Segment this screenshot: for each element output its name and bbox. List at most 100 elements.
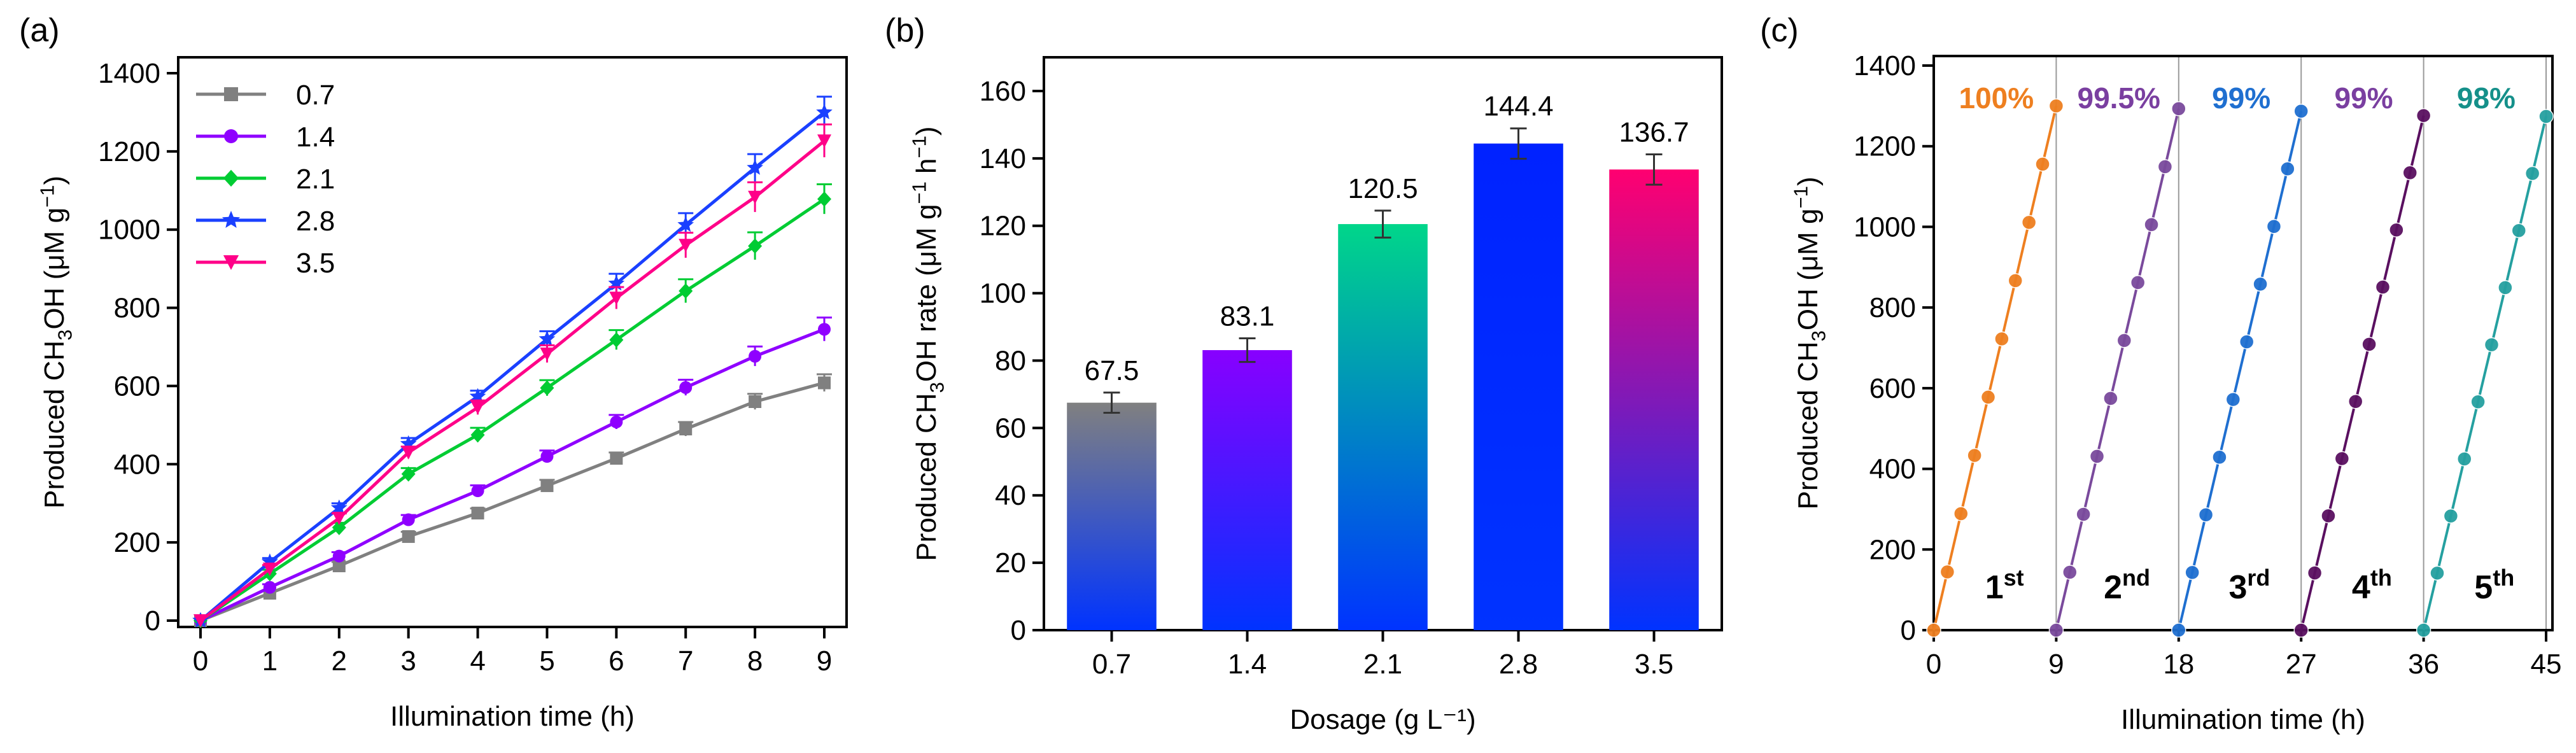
panel-b-ylabel-part: 3 [926,382,948,393]
panel-a-series-2.8-point [538,330,556,346]
panel-c-xtick-label: 18 [2163,649,2194,680]
panel-a-ytick-label: 0 [145,605,160,637]
panel-a-ytick-label: 800 [114,293,160,324]
panel-a-series-3.5-point [748,190,763,204]
panel-c-cycle-1-point [1980,390,1996,405]
panel-a-ytick-label: 1000 [98,215,160,246]
panel-a-series-0.7-point [471,507,484,520]
panel-a-series-3.5-point [262,562,277,576]
panel-a-series-3.5-line [199,139,826,623]
panel-c-cycle-label: 1st [1985,565,2024,606]
panel-c-xtick-label: 36 [2408,649,2439,680]
panel-a-ytick-label: 400 [114,449,160,480]
panel-b-ylabel: Produced CH3OH rate (μM g−1 h−1) [908,126,948,561]
panel-a-ylabel-part: 3 [53,330,76,341]
panel-c-cycle-suffix: th [2493,565,2514,591]
panel-c-ytick-label: 1200 [1854,131,1916,162]
panel-c-cycle-5-point [2511,223,2526,238]
panel-b-data-label: 67.5 [1085,355,1139,386]
panel-c-cycle-3-line [2177,111,2303,631]
panel-a-legend-label: 0.7 [296,80,335,111]
panel-a-series-2.1-point [332,519,346,535]
panel-a-series-2.8-point [747,159,763,175]
panel-b-ylabel-part: Produced CH [911,393,942,561]
panel-a-series-0.7-point [679,423,693,435]
panel-c-cycle-3-point [2185,565,2200,581]
panel-c-xtick-label: 0 [1926,649,1941,680]
panel-a-series-1.4-point [471,484,484,498]
panel-c-cycle-3-point [2225,391,2241,407]
panel-a-legend-marker [223,255,239,271]
panel-a-series-3.5-point [609,292,624,306]
panel-a-label: (a) [19,12,60,49]
panel-b-ylabel-part: −1 [908,136,931,158]
panel-c-cycle-suffix: nd [2122,565,2150,591]
panel-c-ylabel-part: OH (μM g [1792,209,1824,331]
panel-a-series-2.1-point [679,283,693,299]
panel-a-series-3.5-point [540,348,554,362]
panel-b-bar-2.8 [1474,143,1563,630]
panel-c-cycle-3-point [2253,276,2268,292]
panel-a-legend-label: 2.1 [296,164,335,195]
panel-a-xtick-label: 1 [262,645,278,677]
panel-c-cycle-4-point [2347,393,2363,409]
panel-a-series-2.8-line [199,111,826,622]
panel-c-cycle-label: 3rd [2229,565,2270,606]
panel-a-series-1.4-point [332,549,346,563]
panel-a-series-2.1-point [609,332,624,348]
panel-a-series-0.7-point [402,530,415,543]
panel-b-ytick-label: 100 [980,278,1026,309]
panel-a-series-1.4-point [749,349,762,363]
panel-a-series-2.1-point [817,191,831,207]
panel-c-cycle-1-point [2008,273,2023,288]
panel-c-cycle-suffix: th [2370,565,2392,591]
panel-a-series-3.5-point [679,239,693,253]
panel-b: (b) 0 20 40 60 80 100 120 140 160 0.7 67.5 1.4 83.1 2.… [885,12,1723,735]
panel-b-ytick-label: 0 [1011,615,1026,646]
panel-c-cycle-5-line [2422,116,2547,631]
panel-c-ylabel-part: ) [1792,177,1824,186]
panel-a-series-2.8-point [330,499,348,515]
panel-b-ylabel-part: OH rate (μM g [911,204,942,383]
panel-c-cycle-2-point [2130,275,2146,290]
panel-a-xtick-label: 3 [400,645,416,677]
panel-c-cycle-1-point [1967,447,1982,463]
panel-a-series-1.4-line [199,328,825,623]
panel-c-retention-label: 99.5% [2078,81,2160,115]
panel-a-series-3.5-point [817,134,831,148]
panel-a-legend-label: 2.8 [296,206,335,237]
panel-b-ylabel-part: ) [911,126,942,136]
panel-a-series-2.1-point [540,380,554,396]
panel-a-ytick-label: 1400 [98,58,160,89]
panel-c-ytick-label: 1400 [1854,50,1916,81]
panel-a-series-1.4-point [610,415,623,428]
panel-a-series-2.8-point [677,216,694,232]
panel-c-ylabel-part: Produced CH [1792,341,1824,509]
panel-b-ytick-label: 120 [980,211,1026,242]
panel-c-ylabel-part: 3 [1807,330,1829,341]
panel-b-data-label: 144.4 [1483,91,1553,122]
panel-c-cycle-4-point [2389,222,2404,237]
panel-c-retention-label: 98% [2457,81,2516,115]
panel-c-cycle-1-point [1926,623,1941,638]
panel-a-series-0.7-point [818,376,831,390]
panel-c-cycle-3-point [2212,449,2227,465]
panel-a-legend-label: 3.5 [296,248,335,279]
panel-a-series-0.7-point [749,395,762,408]
panel-c-cycle-5-point [2416,623,2432,638]
panel-a-xtick-label: 9 [817,645,832,677]
panel-c-cycle-5-point [2498,280,2513,295]
panel-c-cycle-label: 5th [2474,565,2514,606]
panel-b-bar-2.1 [1338,224,1428,630]
panel-a-series-0.7-line [200,381,825,623]
panel-b-xtick-label: 2.8 [1499,649,1538,680]
panel-c-cycle-1-point [2035,157,2050,172]
panel-a-xtick-label: 5 [539,645,554,677]
panel-c-cycle-suffix: st [2004,565,2024,591]
panel-b-ylabel-part: −1 [908,181,931,204]
panel-c-cycle-3-point [2198,507,2214,523]
panel-a-xtick-label: 7 [678,645,693,677]
panel-b-ytick-label: 40 [995,480,1026,511]
panel-c-cycle-number: 2 [2104,569,2122,606]
